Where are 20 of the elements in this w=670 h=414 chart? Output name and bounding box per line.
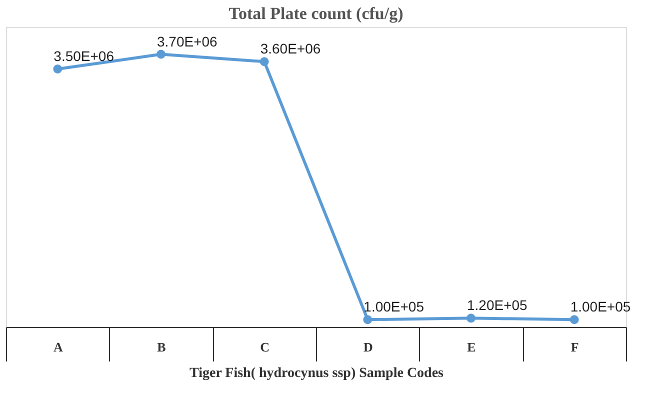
chart-title: Total Plate count (cfu/g) [228,4,404,23]
x-tick-label: D [363,340,373,354]
point [260,57,269,66]
x-tick-label: B [157,340,166,354]
x-tick-label: E [467,340,476,354]
point [53,64,62,74]
data-label: 1.20E+05 [467,297,528,314]
x-tick-label: F [570,340,579,354]
data-label: 1.00E+05 [570,298,631,315]
data-label: 1.00E+05 [364,298,424,315]
data-label: 3.60E+06 [260,40,321,57]
point [156,50,166,59]
x-tick-label: A [53,340,64,354]
x-axis-title: Tiger Fish( hydrocynus ssp) Sample Codes [190,366,444,381]
point [363,315,372,324]
point [466,314,476,323]
x-tick-label: C [260,340,270,354]
point [570,315,579,324]
data-label: 3.50E+06 [54,48,114,64]
data-label: 3.70E+06 [157,33,218,50]
